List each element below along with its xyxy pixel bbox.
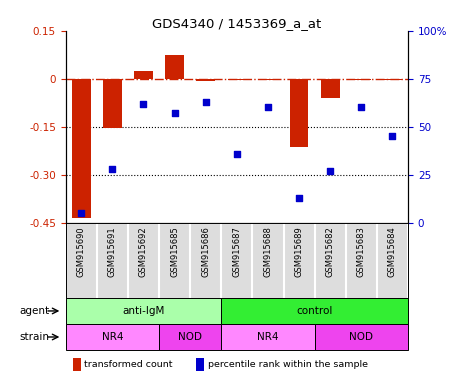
Text: GSM915684: GSM915684 (388, 226, 397, 277)
Text: strain: strain (19, 332, 49, 342)
Bar (72, 79, 91, 218)
Bar (66, 298, 221, 324)
Bar (159, 324, 221, 350)
Bar (290, 79, 309, 147)
Title: GDS4340 / 1453369_a_at: GDS4340 / 1453369_a_at (152, 17, 321, 30)
Text: transformed count: transformed count (84, 360, 173, 369)
Bar (321, 79, 340, 98)
Bar (165, 55, 184, 79)
Point (233, 151, 241, 157)
Text: GSM915683: GSM915683 (357, 226, 366, 277)
Text: NR4: NR4 (102, 332, 123, 342)
Bar (196, 358, 204, 371)
Point (140, 101, 147, 107)
Text: GSM915688: GSM915688 (264, 226, 272, 277)
Point (202, 99, 210, 105)
Text: GSM915690: GSM915690 (77, 226, 86, 277)
Text: GSM915682: GSM915682 (325, 226, 335, 277)
Point (77, 210, 85, 216)
Point (109, 166, 116, 172)
Text: GSM915689: GSM915689 (295, 226, 303, 277)
Text: GSM915687: GSM915687 (232, 226, 242, 277)
Bar (315, 324, 408, 350)
Bar (383, 79, 402, 80)
Point (357, 104, 365, 111)
Point (389, 133, 396, 139)
Bar (197, 79, 215, 81)
Text: GSM915692: GSM915692 (139, 226, 148, 277)
Bar (134, 71, 153, 79)
Bar (66, 324, 159, 350)
Text: percentile rank within the sample: percentile rank within the sample (208, 360, 368, 369)
Text: NOD: NOD (349, 332, 373, 342)
Text: GSM915686: GSM915686 (201, 226, 210, 277)
Point (264, 104, 272, 111)
Bar (258, 79, 277, 80)
Point (171, 110, 178, 116)
Text: anti-IgM: anti-IgM (122, 306, 165, 316)
Point (326, 168, 334, 174)
Text: agent: agent (19, 306, 50, 316)
Text: control: control (296, 306, 333, 316)
Bar (221, 324, 315, 350)
Point (295, 195, 303, 201)
Text: GSM915685: GSM915685 (170, 226, 179, 277)
Bar (103, 79, 121, 128)
Bar (227, 79, 246, 80)
Text: NOD: NOD (178, 332, 202, 342)
Bar (352, 79, 371, 80)
Text: GSM915691: GSM915691 (108, 226, 117, 277)
Bar (221, 298, 408, 324)
Text: NR4: NR4 (257, 332, 279, 342)
Bar (73, 358, 81, 371)
